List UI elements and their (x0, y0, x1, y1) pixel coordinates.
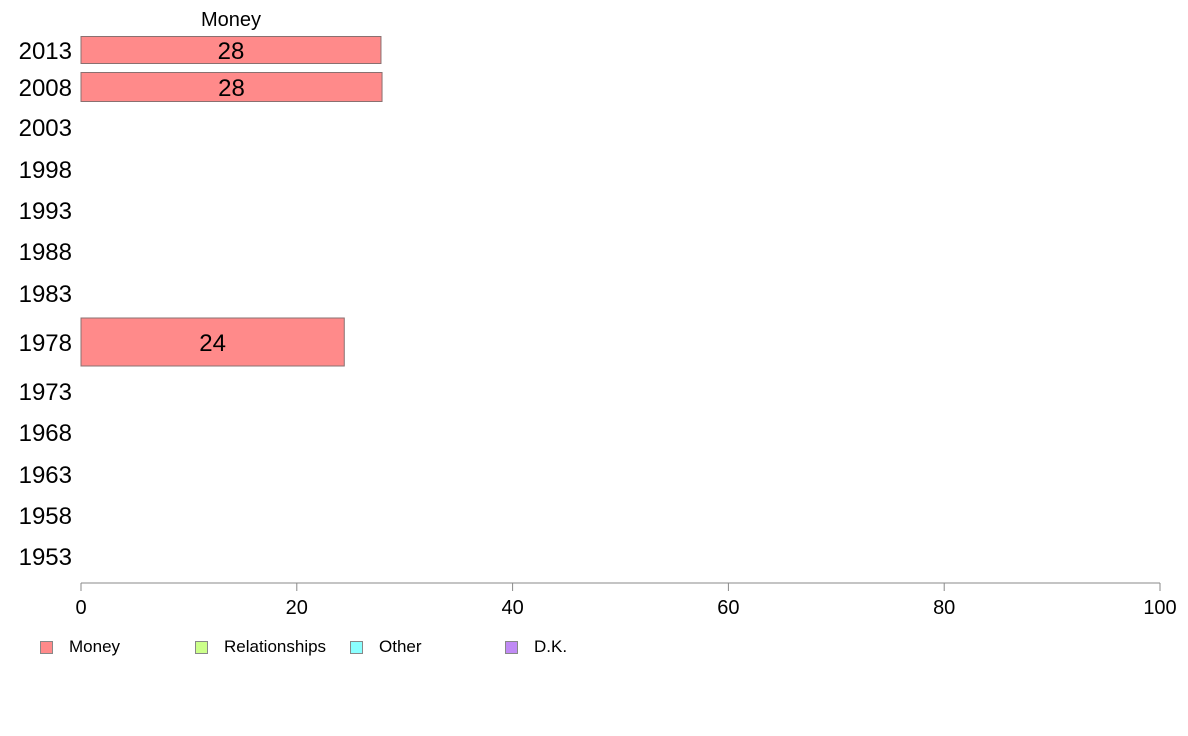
x-axis: 0 20 40 60 80 100 (75, 582, 1177, 619)
legend-label-money: Money (69, 637, 121, 656)
legend-swatch-relationships (195, 640, 208, 654)
y-tick-label-2008: 2008 (19, 75, 72, 102)
y-tick-label-1963: 1963 (19, 462, 72, 489)
y-tick-label-1968: 1968 (19, 420, 72, 447)
legend-item-money: Money (40, 636, 120, 658)
y-tick-label-1998: 1998 (19, 157, 72, 184)
y-axis-labels: 2013 2008 2003 1998 1993 1988 1983 1978 1973 1968… (19, 38, 72, 571)
y-tick-label-1978: 1978 (19, 330, 72, 357)
legend-item-other: Other (350, 636, 422, 658)
y-tick-label-2013: 2013 (19, 38, 72, 65)
x-tick-label-100: 100 (1143, 597, 1176, 619)
legend-swatch-other (350, 640, 363, 654)
legend-label-relationships: Relationships (224, 637, 327, 656)
x-tick-label-0: 0 (75, 597, 86, 619)
y-tick-label-1958: 1958 (19, 503, 72, 530)
bar-1978 (80, 317, 345, 367)
x-tick-label-20: 20 (286, 597, 308, 619)
legend-item-dk: D.K. (505, 636, 567, 658)
legend-label-other: Other (379, 637, 422, 656)
y-tick-label-1983: 1983 (19, 281, 72, 308)
bar-label-2008: 28 (218, 75, 245, 102)
legend-item-relationships: Relationships (195, 636, 326, 658)
chart-title: Money (201, 9, 261, 31)
bar-2008 (80, 72, 383, 102)
bar-label-2013: 28 (218, 38, 245, 65)
x-tick-label-80: 80 (933, 597, 955, 619)
y-tick-label-1993: 1993 (19, 198, 72, 225)
y-tick-label-1953: 1953 (19, 544, 72, 571)
bar-label-1978: 24 (199, 330, 226, 357)
x-tick-label-60: 60 (717, 597, 739, 619)
legend-swatch-money (40, 640, 53, 654)
y-tick-label-1988: 1988 (19, 239, 72, 266)
legend-label-dk: D.K. (534, 637, 568, 656)
y-tick-label-2003: 2003 (19, 115, 72, 142)
x-tick-label-40: 40 (501, 597, 523, 619)
bar-2013 (80, 36, 382, 64)
legend-swatch-dk (505, 640, 518, 654)
bars: 28 28 24 (80, 36, 383, 367)
y-tick-label-1973: 1973 (19, 379, 72, 406)
